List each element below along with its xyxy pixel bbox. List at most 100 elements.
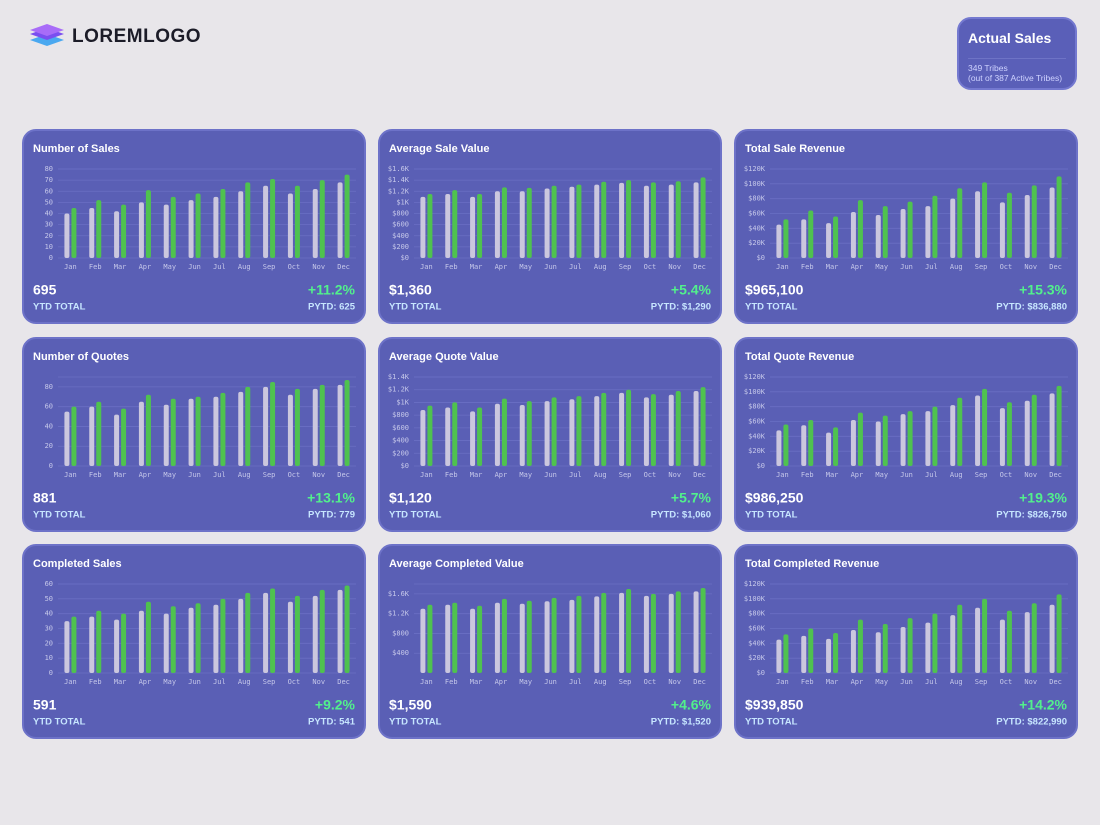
x-tick-label: Mar — [470, 471, 483, 479]
x-tick-label: Sep — [619, 471, 632, 479]
y-tick-label: $80K — [748, 195, 766, 203]
bar — [808, 628, 814, 673]
bar — [64, 411, 70, 466]
bar — [982, 182, 988, 258]
x-tick-label: Apr — [851, 263, 864, 271]
y-tick-label: 40 — [45, 610, 53, 618]
bar — [594, 396, 600, 466]
y-tick-label: 10 — [45, 654, 53, 662]
x-tick-label: Sep — [263, 471, 276, 479]
bar — [569, 399, 575, 466]
kpi-total: 881 — [33, 490, 57, 506]
bar — [950, 198, 956, 258]
bar — [1056, 176, 1062, 258]
kpi-total: 591 — [33, 697, 57, 713]
bar — [619, 392, 625, 466]
x-tick-label: Apr — [851, 678, 864, 686]
bar — [693, 591, 699, 673]
kpi-pytd: PYTD: $826,750 — [996, 510, 1067, 521]
kpi-pytd: PYTD: $836,880 — [996, 302, 1067, 313]
y-tick-label: $60K — [748, 418, 766, 426]
x-tick-label: Jan — [64, 263, 77, 271]
bar — [783, 634, 789, 673]
x-tick-label: Nov — [1024, 678, 1037, 686]
bar — [270, 179, 276, 258]
y-tick-label: $0 — [757, 462, 765, 470]
bar — [693, 182, 699, 258]
bar — [170, 606, 176, 673]
bar — [519, 404, 525, 466]
y-tick-label: 70 — [45, 176, 53, 184]
x-tick-label: Apr — [139, 263, 152, 271]
bar — [643, 185, 649, 258]
x-tick-label: Feb — [801, 471, 814, 479]
y-tick-label: $20K — [748, 239, 766, 247]
bar — [427, 604, 433, 673]
bar — [238, 191, 244, 258]
bar — [89, 207, 95, 258]
bar — [445, 604, 451, 673]
x-tick-label: Jun — [900, 263, 913, 271]
bar — [626, 389, 632, 466]
bar — [270, 381, 276, 466]
bar — [700, 387, 706, 466]
y-tick-label: 50 — [45, 198, 53, 206]
bar — [594, 596, 600, 673]
bar — [89, 406, 95, 466]
bar — [932, 406, 938, 466]
bar — [452, 602, 458, 673]
bar — [96, 610, 102, 673]
bar — [551, 397, 557, 466]
bar — [114, 414, 120, 466]
y-tick-label: 80 — [45, 383, 53, 391]
bar — [808, 420, 814, 466]
bar — [501, 187, 507, 258]
bar — [675, 390, 681, 466]
bar — [626, 180, 632, 258]
x-tick-label: Jun — [188, 263, 201, 271]
x-tick-label: Feb — [445, 471, 458, 479]
x-tick-label: Mar — [114, 471, 127, 479]
y-tick-label: 0 — [49, 669, 53, 677]
kpi-total-label: YTD TOTAL — [745, 717, 798, 728]
x-tick-label: Mar — [470, 263, 483, 271]
x-tick-label: Jun — [900, 471, 913, 479]
bar — [907, 618, 913, 673]
y-tick-label: $400 — [392, 232, 409, 240]
bar — [833, 216, 839, 258]
bar — [445, 194, 451, 258]
chart-card: Number of Quotes 0 20 40 60 80 Jan Feb Mar Apr May… — [22, 337, 366, 532]
x-tick-label: Feb — [89, 678, 102, 686]
bar — [907, 201, 913, 258]
bar — [826, 432, 832, 466]
x-tick-label: Oct — [288, 263, 301, 271]
card-background — [734, 544, 1078, 739]
bar — [138, 202, 144, 258]
bar — [452, 402, 458, 466]
logo: LOREMLOGO — [30, 24, 201, 50]
bar — [957, 397, 963, 466]
card-background — [22, 337, 366, 532]
bar — [344, 585, 350, 673]
bar — [245, 592, 251, 673]
y-tick-label: $100K — [744, 595, 766, 603]
bar — [163, 404, 169, 466]
bar — [551, 185, 557, 258]
bar — [526, 187, 532, 258]
bar — [850, 212, 856, 258]
x-tick-label: Mar — [114, 678, 127, 686]
card-title: Total Completed Revenue — [745, 558, 879, 570]
x-tick-label: Feb — [801, 263, 814, 271]
x-tick-label: Dec — [693, 471, 706, 479]
bar — [601, 181, 607, 258]
bar — [1031, 603, 1037, 673]
y-tick-label: $200 — [392, 243, 409, 251]
bar — [882, 206, 888, 258]
bar — [776, 224, 782, 258]
bar — [668, 593, 674, 673]
bar — [1056, 385, 1062, 466]
card-title: Completed Sales — [33, 558, 122, 570]
x-tick-label: Jul — [925, 678, 938, 686]
x-tick-label: Nov — [668, 471, 681, 479]
